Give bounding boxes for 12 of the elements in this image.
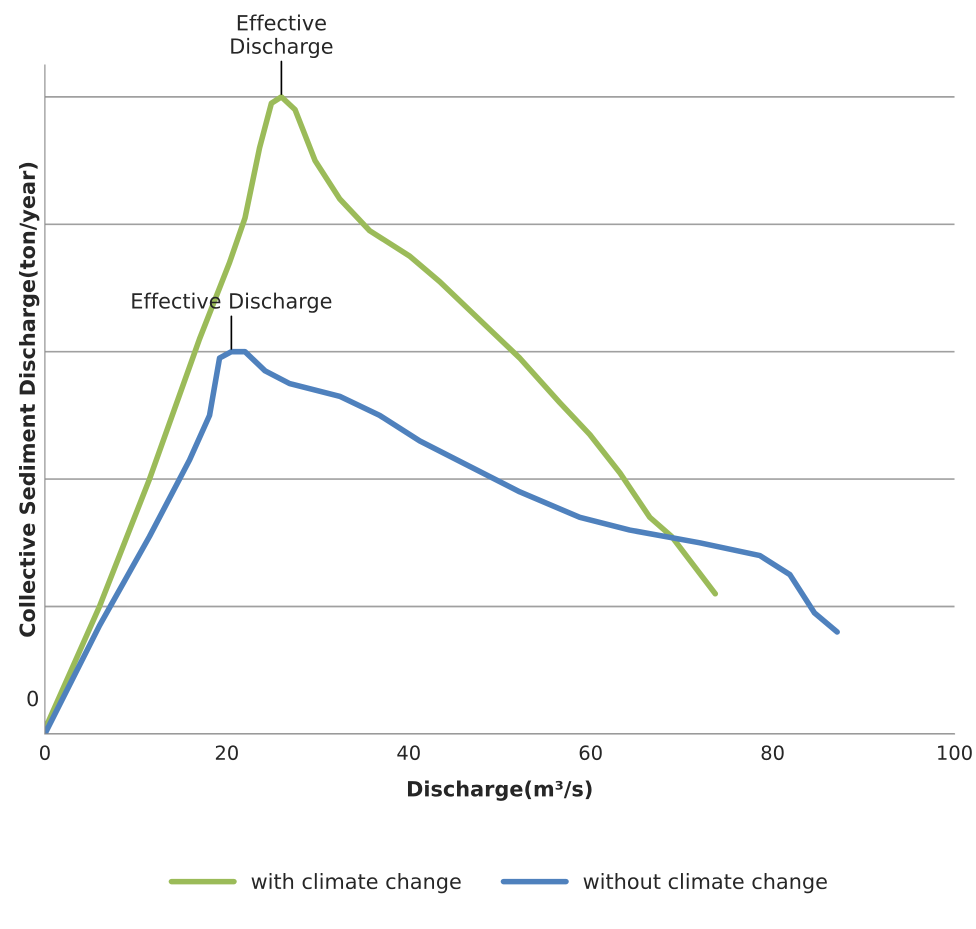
x-tick-label: 20 — [216, 745, 238, 760]
legend-label: with climate change — [252, 873, 461, 894]
x-tick-label: 60 — [580, 745, 602, 760]
x-tick-label: 40 — [397, 745, 420, 760]
x-tick-label: 100 — [938, 745, 972, 760]
annotation: Effective Discharge — [231, 14, 332, 58]
y-axis-title: Collective Sediment Discharge(ton/year) — [19, 162, 40, 637]
text: 0 — [27, 690, 38, 706]
x-tick-label: 0 — [40, 745, 50, 760]
x-axis-title: Discharge(m³/s) — [408, 780, 592, 801]
legend-label: without climate change — [584, 873, 827, 894]
x-tick-label: 80 — [762, 745, 784, 760]
